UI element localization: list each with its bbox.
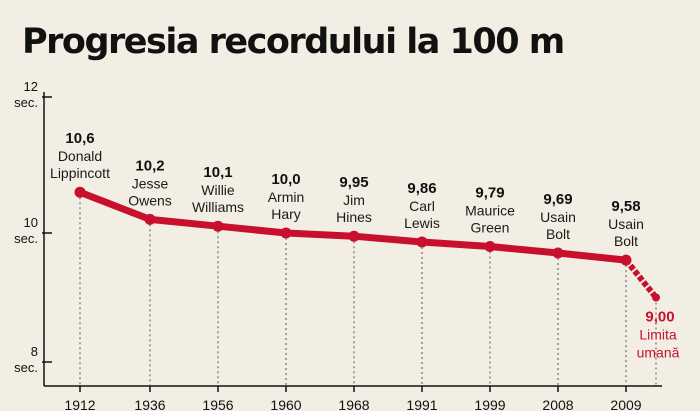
data-point [552, 247, 564, 259]
data-value-label: 9,86 [407, 180, 436, 197]
data-point [74, 186, 86, 198]
data-value-label: 9,69 [543, 191, 572, 208]
y-tick-label: 8 [31, 344, 38, 359]
data-value-label: 10,6 [65, 130, 94, 147]
athlete-name-label: Usain [540, 209, 576, 225]
athlete-name-label: Donald [58, 148, 102, 164]
y-tick-unit: sec. [14, 95, 38, 110]
x-tick-label: 2008 [542, 397, 573, 411]
data-value-label: 10,2 [135, 157, 164, 174]
athlete-name-label: Jim [343, 192, 365, 208]
x-tick-label: 1960 [270, 397, 301, 411]
data-point [212, 220, 224, 232]
athlete-name-label: Armin [268, 189, 305, 205]
y-tick-label: 12 [24, 79, 38, 94]
y-tick-label: 10 [24, 215, 38, 230]
data-value-label: 9,58 [611, 198, 640, 215]
data-point [484, 241, 496, 253]
athlete-name-label: Williams [192, 199, 244, 215]
x-tick-label: 1991 [406, 397, 437, 411]
y-tick-unit: sec. [14, 231, 38, 246]
athlete-name-label: Bolt [614, 233, 638, 249]
data-value-label: 10,1 [203, 164, 232, 181]
limit-name-label: Limita [639, 327, 677, 343]
athlete-name-label: Bolt [546, 226, 570, 242]
data-point [416, 236, 428, 248]
data-value-label: 9,79 [475, 185, 504, 202]
limit-point [652, 293, 660, 302]
x-tick-label: 1999 [474, 397, 505, 411]
athlete-name-label: Carl [409, 198, 435, 214]
data-point [144, 213, 156, 225]
x-tick-label: 1956 [202, 397, 233, 411]
athlete-name-label: Willie [201, 182, 235, 198]
athlete-name-label: Usain [608, 216, 644, 232]
data-point [280, 227, 292, 239]
athlete-name-label: Owens [128, 192, 172, 208]
athlete-name-label: Hines [336, 209, 372, 225]
x-tick-label: 1912 [64, 397, 95, 411]
athlete-name-label: Green [471, 220, 510, 236]
y-tick-unit: sec. [14, 360, 38, 375]
x-tick-label: 1936 [134, 397, 165, 411]
athlete-name-label: Lewis [404, 215, 440, 231]
x-tick-label: 2009 [610, 397, 641, 411]
data-value-label: 10,0 [271, 171, 300, 188]
limit-extension-line [623, 258, 659, 300]
data-value-label: 9,95 [339, 174, 368, 191]
limit-value-label: 9,00 [645, 309, 674, 326]
limit-name-label: umană [637, 345, 680, 361]
data-point [348, 230, 360, 242]
athlete-name-label: Lippincott [50, 165, 110, 181]
athlete-name-label: Maurice [465, 203, 515, 219]
athlete-name-label: Hary [271, 206, 301, 222]
x-tick-label: 1968 [338, 397, 369, 411]
athlete-name-label: Jesse [132, 175, 169, 191]
data-point [620, 254, 632, 266]
chart-title: Progresia recordului la 100 m [22, 22, 565, 62]
